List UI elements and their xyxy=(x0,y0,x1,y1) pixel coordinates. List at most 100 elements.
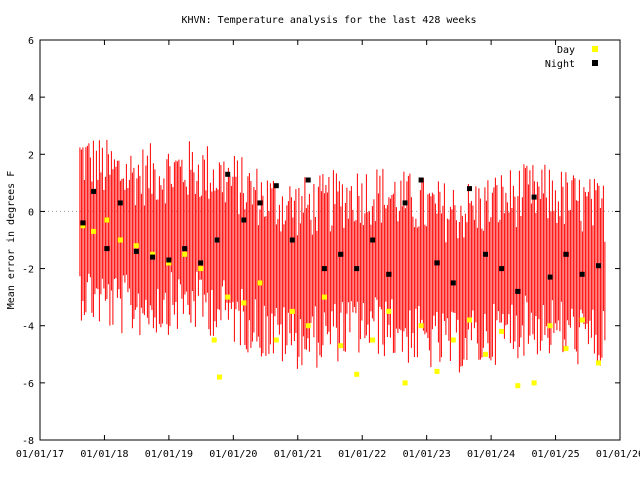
night-data-point xyxy=(499,266,505,272)
legend-day-label: Day xyxy=(557,45,575,56)
day-data-point xyxy=(198,266,204,272)
axes-group: -8 -6 -4 -2 0 2 4 6 01/01/17 01/01/18 01/01/19 01/0… xyxy=(16,36,640,460)
day-data-point xyxy=(289,308,295,314)
y-tick-label: 2 xyxy=(28,150,34,161)
day-data-point xyxy=(483,351,488,357)
x-tick-label: 01/01/21 xyxy=(274,449,322,460)
night-data-point xyxy=(257,200,263,206)
y-tick-label: -6 xyxy=(22,379,34,390)
day-data-point xyxy=(104,217,110,223)
night-data-point xyxy=(434,260,440,266)
x-tick-label: 01/01/24 xyxy=(467,449,515,460)
day-data-point xyxy=(402,380,408,386)
day-data-point xyxy=(166,260,172,266)
night-data-point xyxy=(579,271,585,277)
x-tick-label: 01/01/19 xyxy=(145,449,193,460)
night-data-point xyxy=(547,274,553,280)
x-tick-label: 01/01/18 xyxy=(80,449,128,460)
night-data-point xyxy=(515,288,521,294)
chart-title: KHVN: Temperature analysis for the last … xyxy=(181,15,476,26)
plot-frame xyxy=(39,39,621,441)
night-data-point xyxy=(450,280,456,286)
day-data-point xyxy=(338,343,344,349)
legend: Day Night xyxy=(545,45,598,70)
night-data-point xyxy=(338,251,344,257)
day-data-point xyxy=(133,243,139,249)
day-data-point xyxy=(305,323,311,329)
night-data-point xyxy=(80,220,86,226)
x-tick-label: 01/01/25 xyxy=(531,449,579,460)
night-data-point xyxy=(563,251,569,257)
day-data-point xyxy=(91,228,97,234)
day-series-group xyxy=(80,217,601,389)
day-data-point xyxy=(515,383,521,389)
x-tick-label: 01/01/23 xyxy=(403,449,451,460)
x-tick-label: 01/01/26 xyxy=(596,449,640,460)
night-data-point xyxy=(198,260,204,266)
night-data-point xyxy=(531,194,537,200)
day-data-point xyxy=(241,300,247,306)
x-tick-label: 01/01/17 xyxy=(16,449,64,460)
day-data-point xyxy=(531,380,537,386)
legend-day-marker xyxy=(592,46,598,52)
night-data-point xyxy=(91,188,97,194)
day-data-point xyxy=(418,323,424,329)
night-data-point xyxy=(402,200,408,206)
day-data-point xyxy=(386,308,392,314)
legend-night-label: Night xyxy=(545,59,575,70)
night-data-point xyxy=(596,263,601,269)
night-data-point xyxy=(321,266,327,272)
night-data-point xyxy=(166,257,172,263)
day-data-point xyxy=(579,317,585,323)
night-data-point xyxy=(182,246,188,252)
day-data-point xyxy=(217,374,222,380)
day-data-point xyxy=(80,223,86,229)
night-data-point xyxy=(370,237,376,243)
night-data-point xyxy=(386,271,392,277)
night-data-point xyxy=(305,177,311,183)
night-data-point xyxy=(225,171,231,177)
night-data-point xyxy=(241,217,247,223)
y-tick-label: 6 xyxy=(28,36,34,47)
day-data-point xyxy=(467,317,472,323)
day-data-point xyxy=(354,371,360,377)
day-data-point xyxy=(117,237,123,243)
night-data-point xyxy=(104,246,110,252)
y-tick-label: -4 xyxy=(22,322,34,333)
y-axis-label: Mean error in degrees F xyxy=(6,171,17,309)
day-data-point xyxy=(370,337,376,343)
day-data-point xyxy=(321,294,327,300)
day-data-point xyxy=(563,346,569,352)
day-data-point xyxy=(499,328,505,334)
night-series-group xyxy=(80,171,601,294)
error-bars-group xyxy=(79,139,606,373)
day-data-point xyxy=(211,337,217,343)
night-data-point xyxy=(117,200,123,206)
day-data-point xyxy=(225,294,231,300)
day-data-point xyxy=(257,280,263,286)
y-tick-label: 4 xyxy=(28,93,34,104)
night-data-point xyxy=(150,254,156,260)
day-data-point xyxy=(450,337,456,343)
night-data-point xyxy=(418,177,424,183)
x-tick-label: 01/01/20 xyxy=(209,449,257,460)
y-tick-label: -2 xyxy=(22,265,34,276)
night-data-point xyxy=(467,186,472,192)
day-data-point xyxy=(150,251,156,257)
day-data-point xyxy=(596,360,601,366)
night-data-point xyxy=(133,248,139,254)
night-data-point xyxy=(273,183,279,189)
legend-night-marker xyxy=(592,60,598,66)
day-data-point xyxy=(273,337,279,343)
y-tick-label: -8 xyxy=(22,436,34,447)
night-data-point xyxy=(289,237,295,243)
day-data-point xyxy=(547,323,553,329)
night-data-point xyxy=(483,251,488,257)
day-data-point xyxy=(182,251,188,257)
day-data-point xyxy=(434,368,440,374)
night-data-point xyxy=(354,266,360,272)
y-tick-label: 0 xyxy=(28,207,34,218)
night-data-point xyxy=(214,237,220,243)
x-tick-label: 01/01/22 xyxy=(338,449,386,460)
